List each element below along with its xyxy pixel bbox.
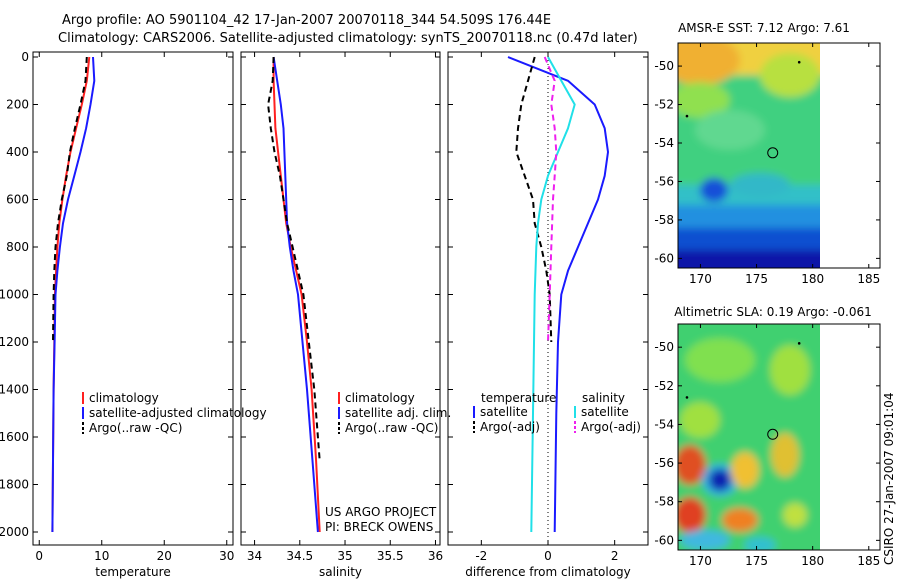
y-tick-label: 1000: [0, 288, 29, 302]
legend-label: climatology: [345, 391, 415, 405]
y-tick-label: 600: [6, 193, 29, 207]
x-tick-label: -2: [475, 549, 487, 563]
x-tick-label: 30: [219, 549, 234, 563]
plot-frame: [447, 51, 649, 546]
legend-label: satellite: [480, 405, 528, 419]
y-tick-label: 2000: [0, 525, 29, 539]
profile-location-marker: [767, 147, 779, 159]
y-tick-label: -50: [654, 59, 674, 73]
y-tick-label: -58: [654, 495, 674, 509]
x-tick-label: 35.5: [377, 549, 404, 563]
temperature-profile-panel: [51, 56, 96, 533]
x-axis-label: temperature: [95, 565, 170, 579]
x-tick-label: 10: [94, 549, 109, 563]
x-axis-label: salinity: [319, 565, 362, 579]
legend-label: satellite: [581, 405, 629, 419]
x-tick-label: 175: [745, 272, 768, 286]
x-tick-label: 185: [857, 554, 880, 568]
credit-project: US ARGO PROJECT: [325, 505, 437, 519]
y-tick-label: 1200: [0, 335, 29, 349]
series-satellite-adjusted-climatology: [51, 56, 96, 533]
legend-label: climatology: [89, 391, 159, 405]
temperature-axes: 0 10 20 30 0 200 400 600 800 1000 1200 1400 1600 1800…: [0, 50, 234, 579]
figure-title-line2: Climatology: CARS2006. Satellite-adjuste…: [58, 31, 638, 46]
difference-legend: temperature salinitysatelliteArgo(-adj)sa…: [473, 391, 641, 434]
legend-label: Argo(..raw -QC): [345, 421, 438, 435]
x-axis-label: difference from climatology: [465, 565, 631, 579]
x-tick-label: 175: [745, 554, 768, 568]
y-tick-label: -52: [654, 379, 674, 393]
y-tick-label: 200: [6, 98, 29, 112]
salinity-axes: 34 34.5 35 35.5 36 salinity: [240, 51, 443, 579]
y-tick-label: 800: [6, 240, 29, 254]
x-tick-label: 0: [35, 549, 43, 563]
difference-axes: -2 0 2 difference from climatology: [447, 51, 649, 579]
credit-stamp: CSIRO 27-Jan-2007 09:01:04: [882, 393, 896, 565]
series-salinity-satellite: [530, 56, 576, 533]
y-tick-label: -60: [654, 251, 674, 265]
credit-pi: PI: BRECK OWENS: [325, 520, 433, 534]
x-tick-label: 185: [857, 272, 880, 286]
x-tick-label: 170: [689, 554, 712, 568]
y-tick-label: -50: [654, 340, 674, 354]
float-dot-marker: [797, 342, 801, 345]
sst-map-axes: 170 175 180 185 -50 -52 -54 -56 -58 -60: [654, 42, 881, 286]
legend-label: Argo(..raw -QC): [89, 421, 182, 435]
x-tick-label: 180: [801, 554, 824, 568]
sst-map-image: [678, 43, 820, 268]
salinity-profile-panel: [267, 56, 321, 533]
x-tick-label: 180: [801, 272, 824, 286]
legend-label: satellite-adjusted climatology: [89, 406, 267, 420]
map-frame: [677, 42, 881, 269]
series-climatology: [51, 56, 91, 533]
y-tick-label: 1800: [0, 478, 29, 492]
legend-label: satellite adj. clim.: [345, 406, 451, 420]
series-temperature-argo-adj: [515, 56, 553, 343]
y-tick-label: -60: [654, 533, 674, 547]
series-argo-raw-qc: [267, 56, 321, 461]
y-tick-label: -54: [654, 136, 674, 150]
sla-map-title: Altimetric SLA: 0.19 Argo: -0.061: [674, 305, 871, 319]
y-tick-label: 400: [6, 145, 29, 159]
x-tick-label: 34: [247, 549, 262, 563]
sla-map-axes: 170 175 180 185 -50 -52 -54 -56 -58 -60: [654, 323, 881, 568]
x-tick-label: 36: [428, 549, 443, 563]
series-argo-raw-qc: [52, 56, 88, 343]
x-tick-label: 170: [689, 272, 712, 286]
y-tick-label: -52: [654, 98, 674, 112]
x-tick-label: 2: [611, 549, 619, 563]
float-dot-marker: [685, 396, 689, 399]
series-satellite-adj-clim: [272, 56, 319, 533]
x-tick-label: 34.5: [286, 549, 313, 563]
difference-profile-panel: [507, 52, 609, 545]
y-tick-label: 1400: [0, 383, 29, 397]
y-tick-label: -54: [654, 417, 674, 431]
plot-frame: [32, 51, 234, 546]
sla-map-image: [678, 324, 820, 550]
legend-group-title: temperature: [481, 391, 556, 405]
x-tick-label: 35: [337, 549, 352, 563]
map-frame: [677, 323, 881, 551]
y-tick-label: -56: [654, 174, 674, 188]
float-dot-marker: [685, 114, 689, 118]
profile-location-marker: [767, 428, 779, 440]
legend-group-title: salinity: [582, 391, 625, 405]
figure-title-line1: Argo profile: AO 5901104_42 17-Jan-2007 …: [62, 13, 552, 28]
x-tick-label: 20: [157, 549, 172, 563]
x-tick-label: 0: [544, 549, 552, 563]
y-tick-label: -58: [654, 213, 674, 227]
y-tick-label: 0: [21, 50, 29, 64]
plot-frame: [240, 51, 441, 546]
series-temperature-satellite: [507, 56, 609, 533]
legend-label: Argo(-adj): [480, 420, 540, 434]
float-dot-marker: [797, 60, 801, 64]
series-salinity-argo-adj: [543, 56, 558, 343]
y-tick-label: 1600: [0, 430, 29, 444]
legend-label: Argo(-adj): [581, 420, 641, 434]
sst-map-title: AMSR-E SST: 7.12 Argo: 7.61: [678, 21, 850, 35]
y-tick-label: -56: [654, 456, 674, 470]
